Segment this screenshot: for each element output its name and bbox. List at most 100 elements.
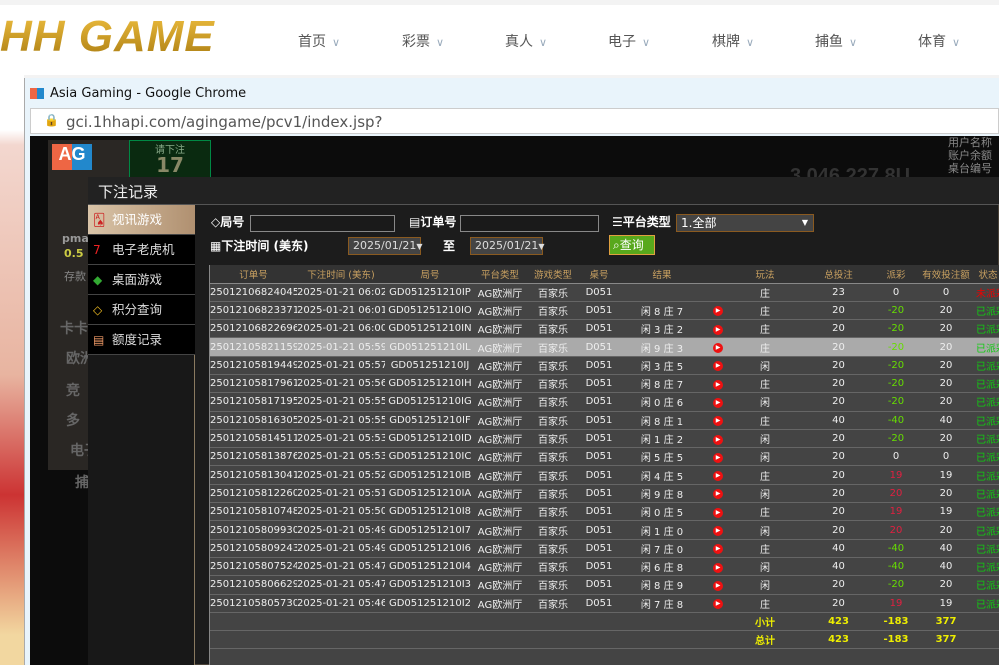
- payout-cell: 0: [876, 447, 916, 467]
- order-id-cell: 250121058211590: [210, 337, 297, 357]
- play-video-icon[interactable]: ▶: [713, 580, 723, 591]
- round-id-cell: GD051251210IL: [385, 337, 475, 357]
- ag-logo: AG: [52, 144, 92, 170]
- site-logo[interactable]: HH GAME: [0, 12, 215, 61]
- play-video-icon[interactable]: ▶: [713, 599, 723, 610]
- nav-item[interactable]: 捕鱼 ∨: [815, 31, 857, 51]
- valid-bet-cell: 19: [916, 502, 976, 522]
- payout-cell: -20: [876, 356, 916, 375]
- play-video-icon[interactable]: ▶: [713, 526, 723, 536]
- menu-item[interactable]: 🂡 视讯游戏: [88, 205, 195, 235]
- url-text[interactable]: gci.1hhapi.com/agingame/pcv1/index.jsp?: [66, 113, 383, 131]
- play-video-icon[interactable]: ▶: [713, 416, 723, 427]
- summary-valid-bet: 377: [916, 612, 976, 632]
- valid-bet-cell: 20: [916, 356, 976, 375]
- nav-item[interactable]: 体育 ∨: [918, 31, 960, 51]
- status-cell: 未派彩: [976, 283, 999, 302]
- bet-side-cell: 闲: [729, 520, 801, 540]
- date-from-picker[interactable]: 2025/01/21▼: [348, 237, 423, 255]
- platform-cell: AG欧洲厅: [475, 575, 525, 595]
- nav-item[interactable]: 首页 ∨: [298, 31, 340, 51]
- query-button[interactable]: ⌕查询: [609, 235, 655, 255]
- platform-cell: AG欧洲厅: [475, 484, 525, 504]
- date-to-picker[interactable]: 2025/01/21▼: [470, 237, 545, 255]
- column-header: [707, 265, 729, 284]
- play-video-icon[interactable]: ▶: [713, 324, 723, 335]
- order-id-cell: 250121058163050: [210, 411, 297, 430]
- play-video-icon[interactable]: ▶: [713, 434, 723, 445]
- nav-item[interactable]: 彩票 ∨: [402, 31, 444, 51]
- payout-cell: 19: [876, 502, 916, 522]
- play-video-icon[interactable]: ▶: [713, 489, 723, 500]
- play-video-icon[interactable]: ▶: [713, 471, 723, 482]
- valid-bet-cell: 20: [916, 520, 976, 540]
- play-video-icon[interactable]: ▶: [713, 452, 723, 463]
- play-video-icon[interactable]: ▶: [713, 562, 723, 573]
- game-side-item[interactable]: 竞: [66, 383, 80, 399]
- result-cell: 闲 4 庄 5: [617, 465, 707, 485]
- play-video-icon[interactable]: ▶: [713, 343, 723, 354]
- platform-select[interactable]: 1.全部 ▼: [676, 214, 814, 232]
- status-cell: 已派彩: [976, 356, 999, 375]
- nav-item[interactable]: 电子 ∨: [608, 31, 650, 51]
- status-cell: 已派彩: [976, 301, 999, 321]
- result-cell: 闲 7 庄 8: [617, 594, 707, 613]
- replay-cell: ▶: [707, 465, 729, 485]
- play-video-icon[interactable]: ▶: [713, 379, 723, 390]
- table-no-cell: D051: [581, 319, 617, 339]
- nav-item-label: 彩票: [402, 34, 430, 50]
- payout-cell: -20: [876, 301, 916, 321]
- play-video-icon[interactable]: ▶: [713, 397, 723, 408]
- game-side-item[interactable]: 多: [66, 413, 80, 429]
- game-side-item[interactable]: 卡卡: [60, 321, 88, 337]
- table-no-cell: D051: [581, 465, 617, 485]
- menu-item[interactable]: ◆ 桌面游戏: [88, 265, 195, 295]
- round-input[interactable]: [250, 215, 395, 232]
- play-video-icon[interactable]: ▶: [713, 507, 723, 518]
- menu-item[interactable]: ▤ 额度记录: [88, 325, 195, 355]
- lock-icon: 🔒: [44, 113, 59, 127]
- payout-cell: -20: [876, 575, 916, 595]
- nav-item[interactable]: 棋牌 ∨: [712, 31, 754, 51]
- menu-item[interactable]: 7 电子老虎机: [88, 235, 195, 265]
- game-side-item[interactable]: 捕: [75, 475, 89, 491]
- deposit-link[interactable]: 存款: [64, 270, 86, 283]
- round-id-cell: GD051251210IH: [385, 374, 475, 394]
- platform-cell: AG欧洲厅: [475, 429, 525, 449]
- play-video-icon[interactable]: ▶: [713, 544, 723, 555]
- game-type-cell: 百家乐: [525, 594, 581, 613]
- game-side-item[interactable]: 欧洲: [66, 351, 94, 367]
- play-video-icon[interactable]: ▶: [713, 306, 723, 317]
- menu-item-label: 积分查询: [112, 302, 163, 317]
- play-video-icon[interactable]: ▶: [713, 361, 723, 372]
- address-bar[interactable]: [30, 108, 999, 134]
- replay-cell: ▶: [707, 337, 729, 357]
- payout-cell: 19: [876, 465, 916, 485]
- menu-item[interactable]: ◇ 积分查询: [88, 295, 195, 325]
- info-label: 用户名称: [948, 136, 992, 149]
- order-input[interactable]: [460, 215, 599, 232]
- status-cell: 已派彩: [976, 557, 999, 577]
- nav-item[interactable]: 真人 ∨: [505, 31, 547, 51]
- replay-cell: ▶: [707, 392, 729, 412]
- payout-cell: -40: [876, 557, 916, 577]
- platform-cell: AG欧洲厅: [475, 411, 525, 430]
